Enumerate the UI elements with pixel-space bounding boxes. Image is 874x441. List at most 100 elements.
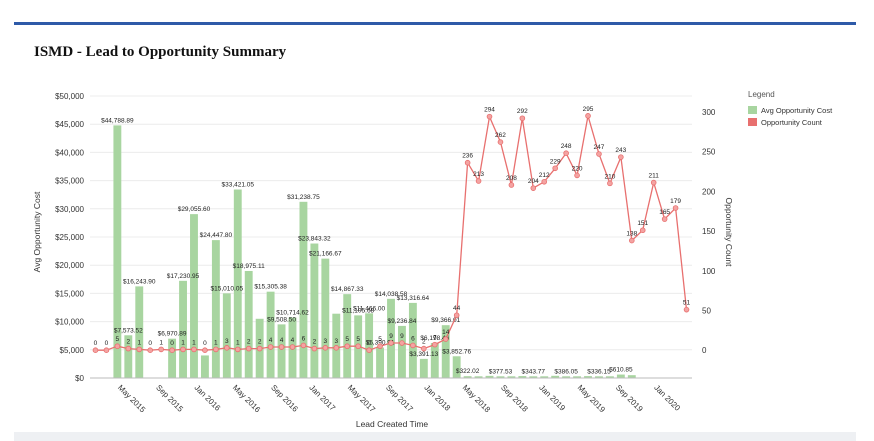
line-point — [92, 347, 99, 353]
bar-value-label: $29,055.60 — [178, 206, 211, 213]
line-point — [169, 347, 175, 353]
line-value-label: 1 — [236, 339, 240, 346]
x-tick-label: May 2015 — [116, 383, 148, 415]
bar — [573, 376, 582, 378]
line-point — [147, 347, 154, 353]
line-value-label: 165 — [659, 209, 670, 216]
line-point — [311, 345, 318, 352]
bar — [551, 375, 560, 378]
bar-value-label: $31,238.75 — [287, 194, 320, 201]
line-value-label: 1 — [192, 339, 196, 346]
line-value-label: 7 — [433, 335, 437, 342]
line-point — [519, 115, 526, 122]
x-tick-label: May 2018 — [461, 383, 493, 415]
line-point — [256, 345, 263, 352]
line-value-labels: 0 05 2 1 0 1 0 1 1 0 1 3 1 2 2 4 4 4 6 2 3 3 5 505 9 9 6 2714442362… — [94, 106, 691, 347]
line-point — [191, 346, 197, 353]
bar-value-label: $386.05 — [554, 368, 578, 375]
line-point — [541, 178, 548, 185]
bar-value-label: $15,305.38 — [254, 284, 287, 291]
y2-tick-label: 0 — [702, 346, 707, 355]
bar — [365, 313, 374, 378]
y-axis-right: 0 50 100 150 200 250 300 — [702, 108, 716, 355]
bar-value-label: $44,788.89 — [101, 117, 134, 124]
line-value-label: 44 — [453, 305, 461, 312]
y-tick-label: $40,000 — [55, 148, 84, 157]
line-value-label: 5 — [378, 336, 382, 343]
x-axis: May 2015 Sep 2015 Jan 2016 May 2016 Sep 2016… — [90, 377, 692, 415]
line-point — [464, 159, 471, 166]
line-point — [399, 340, 405, 346]
line-value-label: 295 — [583, 106, 594, 113]
line-point — [388, 340, 394, 346]
line-point — [661, 216, 668, 222]
bar — [113, 125, 122, 379]
line-point — [366, 347, 372, 353]
line-point — [431, 341, 438, 348]
line-point — [530, 185, 537, 191]
bar — [518, 376, 527, 378]
y2-tick-label: 50 — [702, 306, 711, 315]
y-axis-title: Avg Opportunity Cost — [32, 191, 42, 272]
x-tick-label: May 2017 — [346, 383, 378, 415]
line-point — [377, 343, 383, 350]
bar — [135, 286, 144, 378]
bar — [244, 270, 253, 378]
x-tick-label: Sep 2016 — [269, 383, 300, 414]
line-point — [410, 342, 416, 349]
x-tick-label: May 2019 — [576, 383, 608, 415]
line-value-label: 4 — [291, 337, 295, 344]
bar — [299, 201, 308, 378]
bar — [562, 376, 571, 378]
y-tick-label: $10,000 — [55, 318, 84, 327]
line-point — [125, 345, 132, 352]
bar-value-label: $5,390.91 — [366, 340, 395, 347]
line-value-label: 3 — [225, 338, 229, 345]
legend: Legend Avg Opportunity Cost Opportunity Co… — [748, 90, 833, 127]
y-tick-label: $15,000 — [55, 289, 84, 298]
line-point — [574, 172, 580, 179]
page-title: ISMD - Lead to Opportunity Summary — [34, 44, 287, 60]
bar — [474, 376, 483, 378]
bar-value-label: $3,391.13 — [409, 351, 438, 358]
bar — [584, 376, 592, 378]
line-value-label: 0 — [94, 340, 98, 347]
x-tick-label: Sep 2017 — [384, 383, 415, 414]
y2-tick-label: 150 — [702, 227, 716, 236]
line-point — [234, 346, 241, 353]
line-point — [508, 182, 515, 188]
bar-value-label: $16,243.90 — [123, 278, 156, 285]
bar — [627, 375, 636, 378]
line-value-label: 3 — [334, 338, 338, 345]
bar — [321, 258, 330, 378]
y-tick-label: $0 — [75, 374, 84, 383]
line-value-label: 208 — [506, 175, 517, 182]
bar-value-label: $322.02 — [456, 368, 480, 375]
bar — [605, 376, 614, 378]
bar-series — [113, 125, 636, 379]
legend-label: Avg Opportunity Cost — [761, 106, 833, 115]
bar-value-label: $23,843.32 — [298, 236, 331, 243]
legend-swatch — [748, 106, 757, 114]
line-value-label: 2 — [126, 339, 130, 346]
line-value-label: 211 — [649, 173, 660, 180]
x-tick-label: May 2016 — [231, 383, 263, 415]
bar-value-label: $21,166.67 — [309, 251, 342, 258]
bar-value-label: $33,421.05 — [221, 182, 254, 189]
bar-value-label: $14,867.33 — [331, 286, 364, 293]
line-point — [300, 342, 307, 349]
line-value-label: 229 — [550, 158, 561, 165]
x-tick-label: Sep 2015 — [154, 383, 185, 414]
line-point — [421, 345, 427, 352]
line-point — [585, 113, 591, 119]
line-value-label: 3 — [324, 338, 328, 345]
line-value-label: 0 — [105, 340, 109, 347]
bar — [222, 293, 231, 378]
x-tick-label: Jan 2020 — [652, 383, 682, 413]
line-value-label: 51 — [683, 300, 691, 307]
bar — [595, 376, 603, 378]
bar-value-label: $9,508.50 — [267, 316, 296, 323]
line-value-label: 294 — [484, 107, 495, 114]
line-value-label: 236 — [462, 153, 473, 160]
